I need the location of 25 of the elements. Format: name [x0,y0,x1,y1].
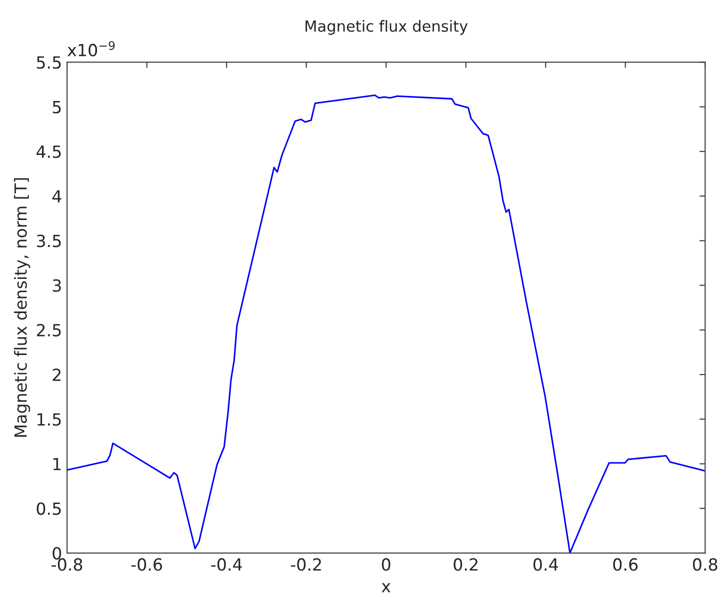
x-tick-label: -0.2 [290,558,321,571]
y-tick-label: 3.5 [36,234,61,248]
y-tick-label: 1 [53,458,61,470]
text: x10$^{−9}$ [68,41,115,56]
y-tick-label: 0.5 [36,502,61,515]
x-tick-label: 0.2 [454,558,478,571]
y-tick-label: 1.5 [38,413,61,426]
x-tick-label: 0.4 [533,558,558,571]
y-tick-label: 0 [52,546,62,560]
y-tick-label: 4 [52,190,62,202]
y-tick-label: 5 [52,101,61,114]
y-axis-title: Magnetic flux density, norm [T] [14,178,30,437]
y-tick-label: 2 [52,368,61,381]
x-tick-label: 0.8 [692,558,718,571]
x-axis-title: x [382,583,390,592]
x-tick-label: 0.6 [613,558,638,571]
y-tick-label: 3 [52,279,61,292]
y-tick-label: 4.5 [36,146,61,158]
y-tick-label: 2.5 [36,324,61,336]
y-tick-label: 5.5 [36,56,61,69]
chart-title: Magnetic flux density [306,20,468,35]
x-tick-label: 0 [382,558,390,571]
x-tick-label: -0.6 [131,558,162,571]
x-tick-label: -0.4 [211,558,242,571]
x-tick-label: -0.8 [52,558,82,571]
